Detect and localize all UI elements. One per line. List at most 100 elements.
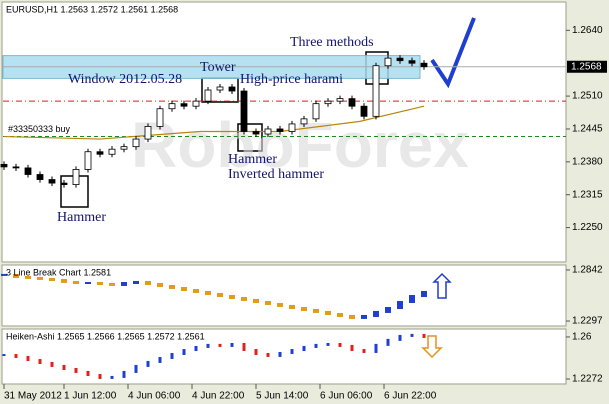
brick [337,313,343,317]
y-tick-label: 1.2272 [572,374,603,385]
y-tick-label: 1.2445 [572,124,603,135]
candle-body [408,60,416,64]
x-tick-label: 31 May 2012 [4,391,62,402]
candle-body [36,174,44,180]
candle-body [360,105,368,117]
candle-body [396,57,404,62]
heiken-ashi-panel [1,328,567,385]
brick [278,351,282,357]
x-tick-label: 4 Jun 22:00 [192,391,245,402]
brick [253,298,259,304]
candle-body [180,103,188,107]
candle-body [144,126,152,140]
brick [49,277,55,281]
brick [13,273,19,278]
moving-average [3,105,425,140]
brick [218,343,222,347]
candle-body [276,128,284,132]
brick [74,368,78,373]
last-price-label: 1.2568 [571,61,602,72]
candle-body [300,118,308,125]
brick [25,275,31,279]
brick [325,310,331,316]
brick [194,345,198,352]
candle-body [324,100,332,105]
candle-body [0,163,8,168]
down-arrow [421,335,443,359]
annotation: Three methods [290,35,374,50]
brick [205,290,211,295]
brick [338,343,342,347]
brick [121,281,127,286]
brick [277,302,283,307]
candle-body [420,62,428,68]
candle-body [132,138,140,148]
y-tick-label: 1.2842 [572,265,603,276]
forecast-arrow [430,17,476,89]
y-tick-label: 1.2297 [572,316,603,327]
brick [326,343,330,346]
brick [290,349,294,354]
brick [397,301,403,310]
brick [38,359,42,364]
y-tick-label: 1.2380 [572,156,603,167]
candle-body [336,98,344,102]
candle-body [240,90,248,132]
candle-body [60,182,68,186]
brick [122,370,126,378]
brick [37,276,43,280]
brick [313,308,319,313]
brick [169,284,175,289]
candle-body [348,98,356,107]
brick [422,333,426,338]
panel-title: EURUSD,H1 1.2563 1.2572 1.2561 1.2568 [6,4,178,14]
brick [242,343,246,352]
brick [302,345,306,352]
candle-body [252,131,260,135]
brick [314,343,318,348]
candle-body [264,128,272,135]
brick [85,281,91,284]
brick [109,283,115,286]
brick [265,301,271,305]
candle-body [120,146,128,150]
zone-label: Window 2012.05.28 [68,72,182,87]
brick [157,283,163,287]
annotation: Hammer [228,152,277,167]
brick [146,360,150,367]
brick [362,349,366,353]
candle-body [372,65,380,117]
y-tick-label: 1.2250 [572,222,603,233]
brick [230,343,234,347]
candle-body [12,166,20,169]
brick [206,343,210,348]
box [237,123,263,152]
brick [170,353,174,359]
y-tick-label: 1.2315 [572,189,603,200]
brick [217,292,223,298]
brick [182,349,186,355]
brick [193,289,199,293]
brick [374,343,378,353]
up-arrow [432,272,452,299]
brick [349,314,355,319]
brick [86,370,90,377]
brick [61,278,67,283]
brick [62,364,66,370]
x-tick-label: 6 Jun 06:00 [320,391,373,402]
candle-body [384,57,392,67]
brick [385,307,391,313]
brick [98,374,102,379]
brick [14,354,18,358]
candle-body [96,151,104,155]
candle-body [156,108,164,127]
order-label: #33350333 buy [8,124,71,134]
brick [410,333,414,337]
x-tick-label: 1 Jun 12:00 [64,391,117,402]
brick [229,295,235,299]
brick [133,280,139,284]
x-tick-label: 6 Jun 22:00 [384,391,437,402]
brick [361,314,367,319]
brick [110,375,114,379]
